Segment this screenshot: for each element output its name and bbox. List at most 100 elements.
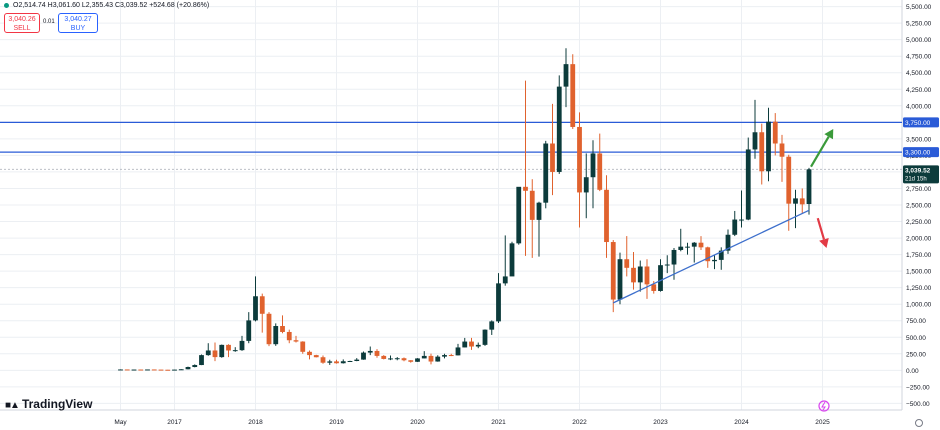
lightning-icon[interactable] xyxy=(818,400,830,412)
ohlc-text: O2,514.74 H3,061.60 L2,355.43 C3,039.52 … xyxy=(13,2,210,9)
candle-body xyxy=(739,219,744,221)
candle-body xyxy=(779,143,785,157)
candle-body xyxy=(705,247,711,262)
level-price-label: 3,300.00 xyxy=(905,150,931,157)
candle-body xyxy=(725,234,731,251)
candle-body xyxy=(631,267,636,283)
candle-body xyxy=(502,276,508,284)
sell-price: 3,040.26 xyxy=(8,16,36,23)
candle-body xyxy=(624,259,630,268)
candle-body xyxy=(556,86,562,172)
candle-body xyxy=(698,242,704,248)
candle-body xyxy=(516,186,522,244)
candle-body xyxy=(293,340,299,342)
candle-body xyxy=(334,361,339,364)
sell-label: SELL xyxy=(13,25,31,32)
buy-price: 3,040.27 xyxy=(64,16,92,23)
candle-body xyxy=(178,369,184,371)
bullish-arrow xyxy=(810,136,830,168)
y-tick-label: 1,750.00 xyxy=(906,252,932,259)
market-status-icon xyxy=(4,2,9,8)
y-tick-label: 2,750.00 xyxy=(906,186,932,193)
candle-body xyxy=(435,356,441,362)
candle-body xyxy=(550,143,555,172)
candle-body xyxy=(401,358,407,361)
candle-body xyxy=(415,358,420,362)
sell-button[interactable]: 3,040.26 SELL xyxy=(4,13,40,33)
candle-body xyxy=(172,369,177,371)
candle-body xyxy=(232,350,238,352)
candle-body xyxy=(523,186,528,191)
buy-label: BUY xyxy=(70,25,86,32)
candle-body xyxy=(752,132,758,150)
x-tick-label: 2019 xyxy=(329,419,344,426)
level-price-tag xyxy=(903,117,939,128)
candle-body xyxy=(421,355,427,359)
last-price-tag xyxy=(903,165,939,184)
candle-body xyxy=(408,360,414,362)
candle-body xyxy=(165,369,171,371)
y-tick-label: 1,000.00 xyxy=(906,302,932,309)
candle-body xyxy=(145,369,150,371)
candle-body xyxy=(691,242,697,247)
candle-body xyxy=(340,361,346,364)
settings-icon[interactable] xyxy=(915,419,923,427)
candle-body xyxy=(469,341,474,347)
candle-body xyxy=(637,266,643,283)
x-tick-label: May xyxy=(114,419,127,426)
y-tick-label: 1,500.00 xyxy=(906,269,932,276)
candle-body xyxy=(678,246,684,250)
candle-body xyxy=(226,344,231,351)
y-tick-label: −250.00 xyxy=(906,384,930,391)
candle-body xyxy=(347,360,353,362)
y-tick-label: 0.00 xyxy=(906,368,919,375)
candle-body xyxy=(509,243,515,277)
candle-body xyxy=(212,350,218,358)
candle-body xyxy=(361,352,366,360)
candle-body xyxy=(793,198,798,204)
candle-body xyxy=(543,143,549,203)
candle-body xyxy=(442,355,447,357)
candle-body xyxy=(455,347,461,356)
candle-body xyxy=(300,341,306,352)
candle-body xyxy=(151,369,157,371)
tradingview-logo[interactable]: ■▲ TradingView xyxy=(5,397,92,411)
candle-body xyxy=(199,355,204,366)
y-tick-label: 5,250.00 xyxy=(906,21,932,28)
candle-body xyxy=(286,331,292,341)
tradingview-icon: ■▲ xyxy=(5,400,20,411)
candle-body xyxy=(712,259,717,262)
level-price-tag xyxy=(903,147,939,158)
y-tick-label: 250.00 xyxy=(906,351,926,358)
candle-body xyxy=(259,296,265,314)
last-price-label: 3,039.52 xyxy=(905,167,931,174)
candle-body xyxy=(273,326,279,345)
candle-body xyxy=(651,284,657,291)
bearish-arrow xyxy=(816,217,826,240)
candle-body xyxy=(482,329,488,345)
candle-body xyxy=(759,132,765,172)
candle-body xyxy=(428,355,434,362)
y-tick-label: 750.00 xyxy=(906,318,926,325)
candle-body xyxy=(583,177,589,193)
candle-body xyxy=(118,369,123,371)
buy-button[interactable]: 3,040.27 BUY xyxy=(58,13,98,33)
candle-body xyxy=(610,242,616,300)
candle-body xyxy=(718,250,724,260)
y-tick-label: 2,250.00 xyxy=(906,219,932,226)
candle-body xyxy=(806,169,812,205)
candle-body xyxy=(597,153,603,190)
candle-body xyxy=(138,369,144,371)
candle-body xyxy=(799,198,805,205)
x-tick-label: 2023 xyxy=(653,419,668,426)
lightning-bolt xyxy=(821,401,826,411)
y-tick-label: 2,500.00 xyxy=(906,203,932,210)
x-tick-label: 2021 xyxy=(491,419,506,426)
candle-body xyxy=(158,369,164,371)
candle-body xyxy=(644,266,650,285)
candle-body xyxy=(685,246,690,248)
candle-body xyxy=(536,202,542,220)
candle-body xyxy=(786,156,792,204)
candle-body xyxy=(563,64,569,87)
